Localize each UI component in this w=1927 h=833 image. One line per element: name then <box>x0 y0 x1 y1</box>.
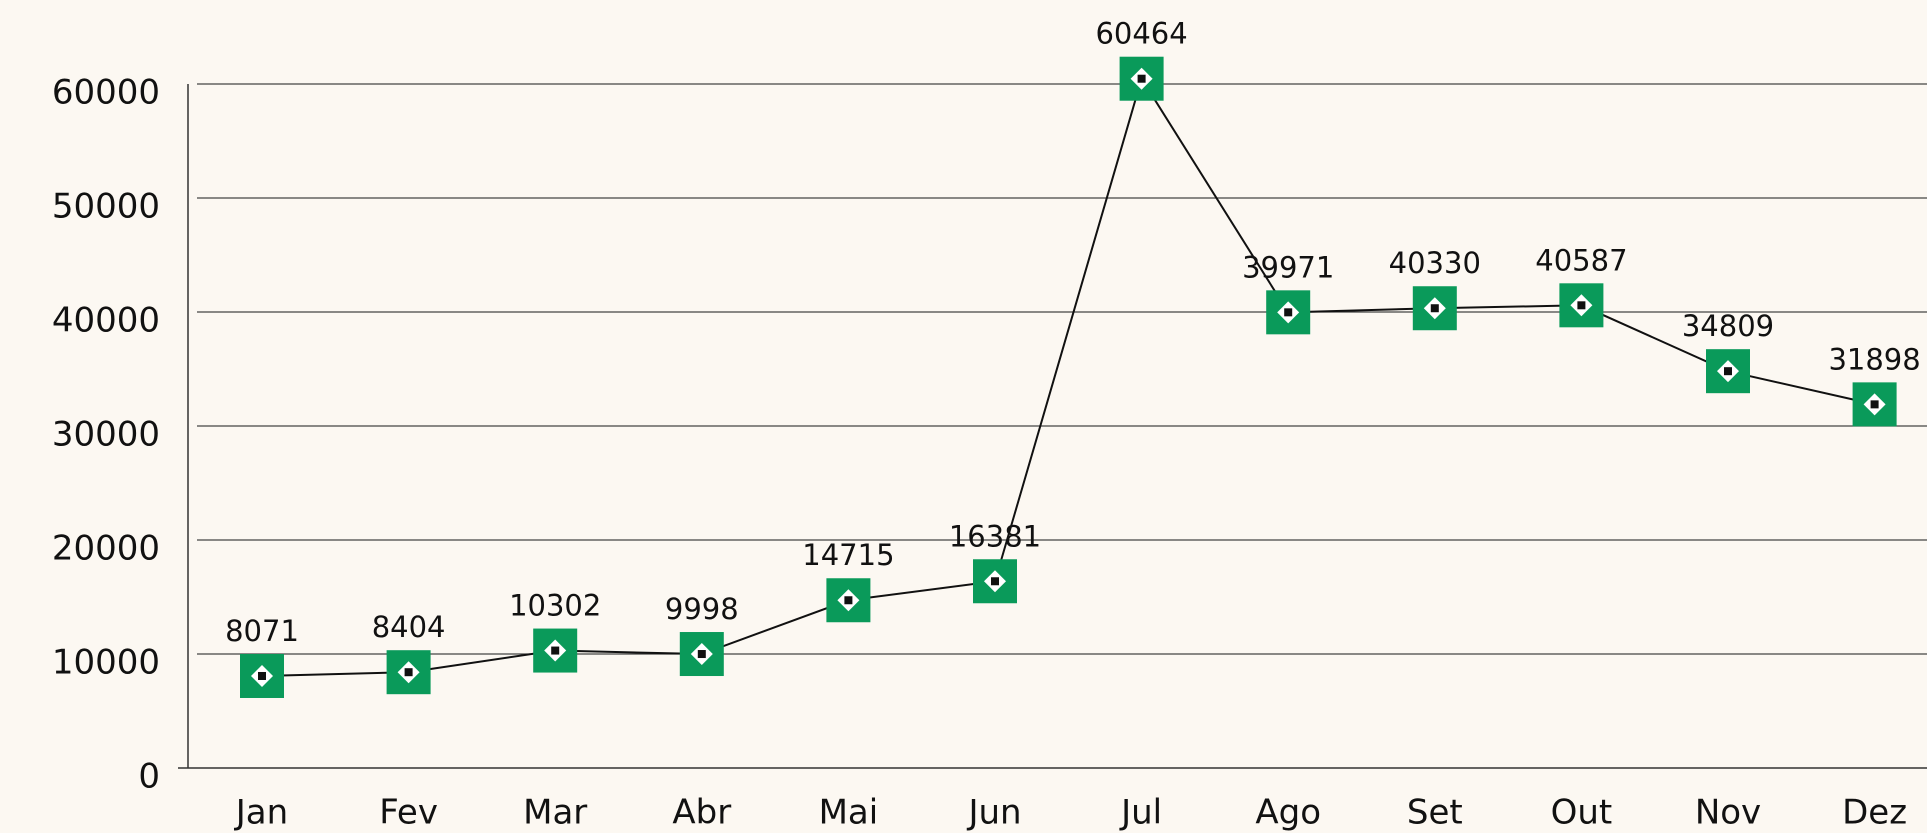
x-tick-label: Abr <box>672 793 731 833</box>
marker-center <box>1137 74 1146 83</box>
value-label: 16381 <box>949 519 1041 553</box>
x-tick-label: Jul <box>1119 793 1162 833</box>
marker-center <box>1284 308 1293 317</box>
marker-center <box>404 668 413 677</box>
marker-center <box>844 596 853 605</box>
y-tick-label: 40000 <box>52 301 160 341</box>
x-tick-label: Dez <box>1842 793 1907 833</box>
value-label: 31898 <box>1828 342 1920 376</box>
value-label: 9998 <box>665 592 739 626</box>
marker-center <box>991 577 999 586</box>
y-tick-label: 20000 <box>52 529 160 569</box>
x-tick-label: Set <box>1407 793 1463 833</box>
y-tick-label: 0 <box>138 757 160 797</box>
marker-center <box>1430 304 1439 313</box>
value-label: 14715 <box>802 538 894 572</box>
value-label: 40587 <box>1535 243 1627 277</box>
x-tick-label: Mai <box>819 793 879 833</box>
x-tick-label: Jan <box>234 793 288 833</box>
y-tick-label: 10000 <box>52 643 160 683</box>
marker-center <box>258 671 266 680</box>
x-tick-label: Jun <box>966 793 1021 833</box>
value-label: 10302 <box>509 589 601 623</box>
marker-center <box>1724 367 1732 376</box>
marker-center <box>1577 301 1586 310</box>
x-tick-label: Nov <box>1695 793 1761 833</box>
marker-center <box>1870 400 1879 409</box>
value-label: 34809 <box>1682 309 1774 343</box>
y-tick-label: 30000 <box>52 415 160 455</box>
value-label: 39971 <box>1242 250 1334 284</box>
value-label: 60464 <box>1095 17 1187 51</box>
marker-center <box>551 646 560 655</box>
value-label: 8071 <box>225 614 299 648</box>
value-label: 40330 <box>1389 246 1481 280</box>
y-tick-label: 50000 <box>52 187 160 227</box>
x-tick-label: Fev <box>379 793 438 833</box>
x-tick-label: Ago <box>1255 793 1321 833</box>
value-label: 8404 <box>372 610 446 644</box>
x-tick-label: Out <box>1551 793 1613 833</box>
marker-center <box>697 650 706 659</box>
line <box>261 76 1875 677</box>
y-tick-label: 60000 <box>52 73 160 113</box>
x-tick-label: Mar <box>523 793 587 833</box>
